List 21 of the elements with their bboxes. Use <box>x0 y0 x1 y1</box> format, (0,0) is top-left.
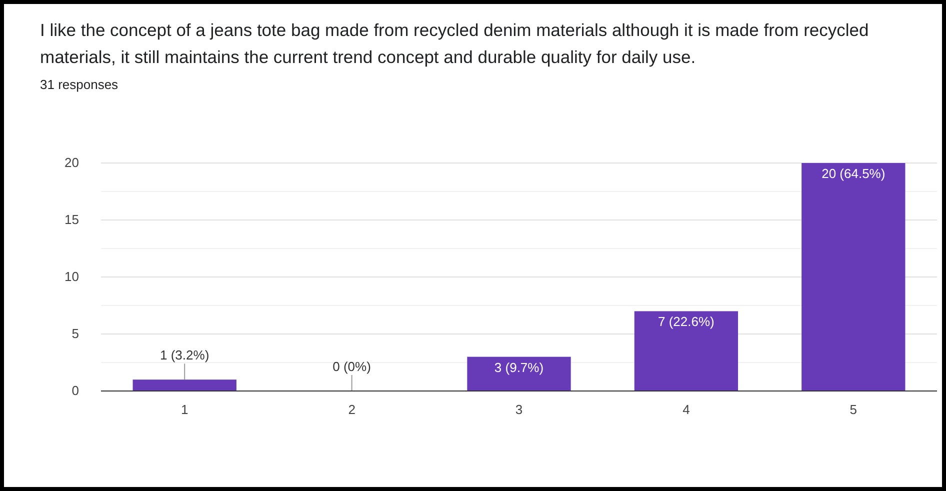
x-tick-label: 1 <box>180 402 188 418</box>
data-label: 3 (9.7%) <box>494 360 544 375</box>
y-tick-label: 10 <box>64 269 79 284</box>
y-tick-label: 20 <box>64 155 79 170</box>
y-tick-label: 15 <box>64 212 79 228</box>
bar <box>467 356 571 391</box>
data-label: 0 (0%) <box>332 359 371 374</box>
bar <box>634 311 738 391</box>
data-label: 20 (64.5%) <box>822 166 886 181</box>
y-tick-label: 0 <box>72 383 79 398</box>
data-label: 7 (22.6%) <box>658 314 714 330</box>
bar <box>132 380 236 391</box>
x-tick-label: 3 <box>515 402 523 418</box>
x-tick-label: 2 <box>348 402 356 418</box>
data-label: 1 (3.2%) <box>160 348 210 363</box>
x-tick-label: 4 <box>682 402 690 418</box>
x-tick-label: 5 <box>850 402 858 418</box>
y-tick-label: 5 <box>72 326 79 342</box>
chart-title: I like the concept of a jeans tote bag made from recycled denim materials although it is made from recycled materials, it still maintains the current trend concept and durable quality for daily use. <box>40 20 869 67</box>
chart-subtitle: 31 responses <box>40 77 119 92</box>
bar <box>802 163 906 391</box>
